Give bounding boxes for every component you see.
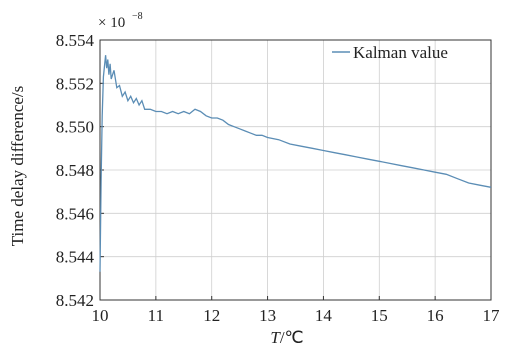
x-tick-label: 12 — [203, 306, 220, 325]
x-tick-label: 11 — [148, 306, 164, 325]
y-multiplier-base: × 10 — [98, 15, 125, 31]
series-line-kalman-value — [99, 55, 492, 272]
y-tick-label: 8.554 — [56, 31, 95, 50]
legend: Kalman value — [332, 43, 448, 62]
x-tick-label: 10 — [92, 306, 109, 325]
y-tick-label: 8.542 — [56, 291, 94, 310]
y-tick-label: 8.544 — [56, 248, 95, 267]
y-axis-multiplier: × 10 −8 — [98, 11, 143, 31]
x-tick-label: 17 — [483, 306, 501, 325]
y-tick-label: 8.550 — [56, 118, 94, 137]
x-axis-label-variable: T — [270, 328, 281, 347]
x-tick-label: 15 — [371, 306, 388, 325]
y-axis-label: Time delay difference/s — [8, 86, 27, 247]
grid — [100, 40, 491, 300]
ticks: 10 11 12 13 14 15 16 17 8.542 8.544 8.546 8.548 8.55… — [56, 31, 500, 325]
y-multiplier-exponent: −8 — [132, 11, 143, 22]
x-tick-label: 13 — [259, 306, 276, 325]
x-axis-label-unit: /℃ — [280, 328, 304, 347]
y-tick-label: 8.546 — [56, 204, 94, 223]
x-tick-label: 16 — [427, 306, 444, 325]
legend-label: Kalman value — [353, 43, 448, 62]
x-tick-label: 14 — [315, 306, 333, 325]
x-axis-label: T/℃ — [270, 328, 303, 347]
y-tick-label: 8.552 — [56, 74, 94, 93]
y-tick-label: 8.548 — [56, 161, 94, 180]
